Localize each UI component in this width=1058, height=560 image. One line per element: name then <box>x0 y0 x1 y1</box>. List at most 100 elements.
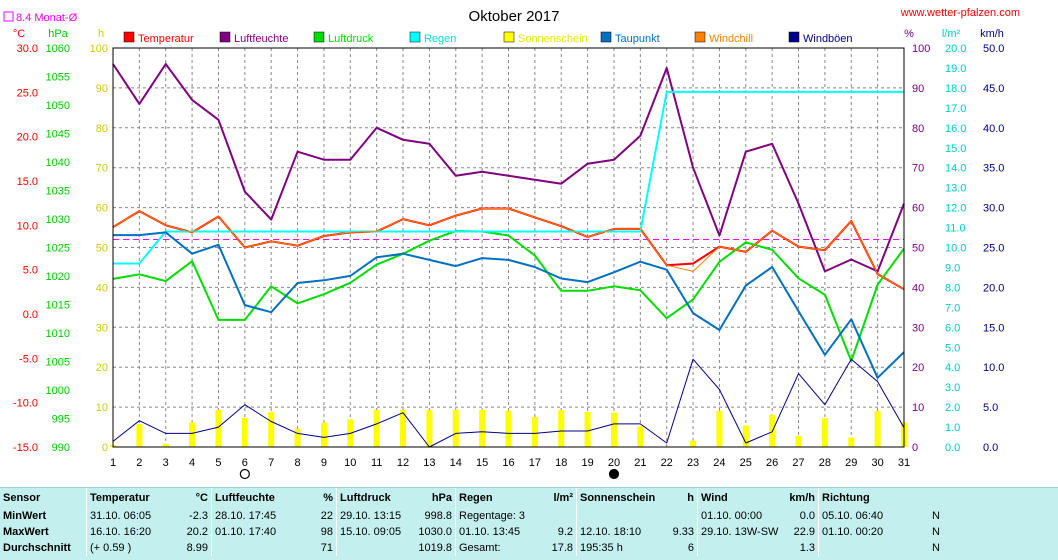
axis-tick-pressure: 1045 <box>46 129 70 141</box>
x-tick-label: 22 <box>661 457 673 469</box>
legend-label: Taupunkt <box>615 33 660 45</box>
x-tick-label: 9 <box>321 457 327 469</box>
sunshine-bar <box>531 417 538 447</box>
temp-value: -2.3 <box>189 510 208 522</box>
sunshine-bar <box>848 437 855 447</box>
sunshine-bar <box>241 417 248 447</box>
sunshine-bar <box>610 412 617 447</box>
axis-tick-rain: 0.0 <box>945 442 960 454</box>
press-value: 998.8 <box>424 510 452 522</box>
hum-time: 28.10. 17:45 <box>211 508 308 524</box>
axis-tick-wind: 0.0 <box>983 442 998 454</box>
axis-tick-rain: 15.0 <box>945 143 966 155</box>
axis-tick-rain: 11.0 <box>945 223 966 235</box>
axis-tick-pressure: 990 <box>52 442 70 454</box>
hum-value: 22 <box>320 510 333 522</box>
axis-tick-wind: 10.0 <box>983 362 1004 374</box>
x-tick-label: 19 <box>581 457 593 469</box>
axis-tick-temp: 10.0 <box>17 220 38 232</box>
x-tick-label: 10 <box>344 457 356 469</box>
source-link[interactable]: www.wetter-pfalzen.com <box>900 7 1020 19</box>
rain-text: Regentage: 3 <box>455 508 544 524</box>
axis-unit-wind: km/h <box>980 28 1004 40</box>
sun-time: 195:35 h <box>576 540 663 556</box>
axis-tick-rain: 18.0 <box>945 83 966 95</box>
axis-tick-rain: 3.0 <box>945 382 960 394</box>
temp-time: (+ 0.59 ) <box>86 540 175 556</box>
sunshine-bar <box>162 443 169 447</box>
axis-tick-humidity: 20 <box>912 362 924 374</box>
wind-value: 1.3 <box>799 542 815 554</box>
legend-label: Luftfeuchte <box>234 33 288 45</box>
axis-tick-pressure: 1000 <box>46 385 70 397</box>
header-hum: Luftfeuchte <box>211 488 308 508</box>
sunshine-bar <box>558 410 565 447</box>
axis-tick-rain: 13.0 <box>945 183 966 195</box>
axis-tick-sunshine: 50 <box>96 243 108 255</box>
axis-tick-rain: 10.0 <box>945 243 966 255</box>
axis-tick-pressure: 1005 <box>46 357 70 369</box>
sunshine-bar <box>479 409 486 447</box>
legend-label: Regen <box>424 33 456 45</box>
axis-tick-humidity: 90 <box>912 83 924 95</box>
axis-tick-pressure: 1060 <box>46 43 70 55</box>
weather-chart: 1 2 3 4 5 6 7 8 9 10 11 12 13 14 15 16 17 18 19 20 21 22 23 24 2… <box>3 7 1020 480</box>
stats-row-avg: Durchschnitt (+ 0.59 ) 8.99 71 1019.8 Ge… <box>0 540 943 556</box>
legend-swatch <box>219 31 231 43</box>
header-dir-spacer <box>915 488 943 508</box>
axis-tick-rain: 2.0 <box>945 402 960 414</box>
temp-value: 20.2 <box>186 526 208 538</box>
avg-legend-label: 8.4 Monat-Ø <box>16 12 78 24</box>
sun-time: 12.10. 18:10 <box>576 524 663 540</box>
header-temp: Temperatur <box>86 488 175 508</box>
statistics-header-row: Sensor Temperatur °C Luftfeuchte % Luftd… <box>0 488 943 508</box>
axis-unit-temp: °C <box>13 28 25 40</box>
axis-unit-pressure: hPa <box>48 28 68 40</box>
legend: Temperatur Luftfeuchte Luftdruck Regen Sonne… <box>123 31 853 45</box>
x-tick-label: 24 <box>713 457 725 469</box>
axis-labels: 1 2 3 4 5 6 7 8 9 10 11 12 13 14 15 16 17 18 19 20 21 22 23 24 2… <box>13 28 1004 480</box>
press-time: 29.10. 13:15 <box>336 508 415 524</box>
legend-swatch <box>694 31 706 43</box>
legend-swatch <box>788 31 800 43</box>
sunshine-bar <box>637 426 644 447</box>
sunshine-bar <box>320 422 327 447</box>
rain-text: 01.10. 13:45 <box>455 524 544 540</box>
axis-tick-humidity: 100 <box>912 43 930 55</box>
legend-swatch <box>503 31 515 43</box>
x-tick-label: 27 <box>792 457 804 469</box>
x-tick-label: 14 <box>450 457 462 469</box>
axis-tick-wind: 25.0 <box>983 243 1004 255</box>
rain-value: 17.8 <box>551 542 573 554</box>
axis-tick-pressure: 1020 <box>46 271 70 283</box>
rain-value <box>544 508 577 524</box>
x-tick-label: 7 <box>268 457 274 469</box>
header-sun-unit: h <box>687 492 694 504</box>
press-value: 1019.8 <box>418 542 452 554</box>
dir-time: 01.10. 00:20 <box>818 524 915 540</box>
header-rain: Regen <box>455 488 544 508</box>
x-tick-label: 18 <box>555 457 567 469</box>
x-tick-label: 30 <box>872 457 884 469</box>
axis-tick-wind: 35.0 <box>983 163 1004 175</box>
axis-tick-rain: 5.0 <box>945 342 960 354</box>
statistics-table: Sensor Temperatur °C Luftfeuchte % Luftd… <box>0 488 943 556</box>
axis-tick-temp: 15.0 <box>17 176 38 188</box>
header-sensor: Sensor <box>3 492 41 504</box>
x-tick-label: 5 <box>215 457 221 469</box>
legend-label: Luftdruck <box>328 33 374 45</box>
series-lines <box>112 63 905 448</box>
legend-swatch <box>313 31 325 43</box>
legend-label: Temperatur <box>138 33 194 45</box>
axis-tick-rain: 14.0 <box>945 163 966 175</box>
axis-tick-pressure: 1050 <box>46 100 70 112</box>
x-tick-label: 20 <box>608 457 620 469</box>
x-tick-label: 8 <box>295 457 301 469</box>
axis-tick-wind: 15.0 <box>983 322 1004 334</box>
axis-tick-temp: 25.0 <box>17 87 38 99</box>
axis-tick-humidity: 50 <box>912 243 924 255</box>
series-line-3 <box>113 90 904 265</box>
axis-tick-rain: 16.0 <box>945 123 966 135</box>
series-line-7 <box>112 358 905 448</box>
moon-marker-new <box>608 468 620 480</box>
